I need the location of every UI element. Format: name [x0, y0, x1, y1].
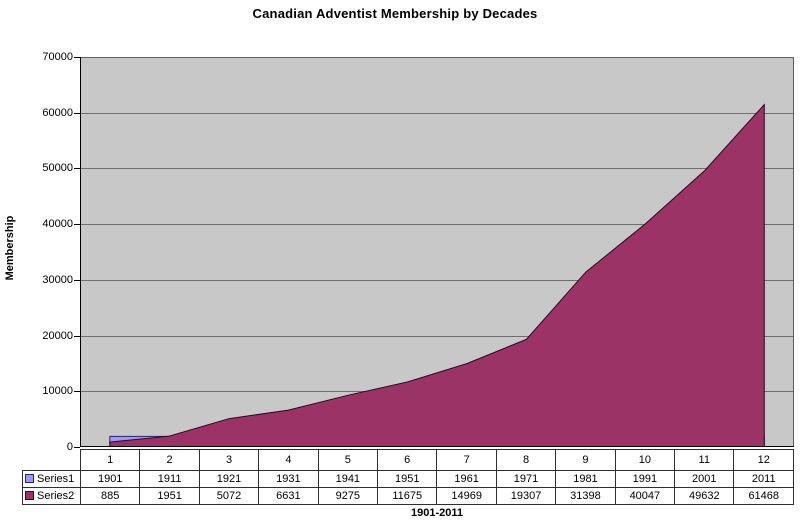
table-corner-cell: [22, 449, 81, 471]
value-cell: 31398: [555, 487, 616, 505]
value-cell: 1921: [198, 470, 260, 488]
value-cell: 1981: [555, 470, 616, 488]
value-cell: 40047: [614, 487, 676, 505]
value-cell: 1951: [139, 487, 200, 505]
category-header-cell: 9: [555, 449, 616, 471]
series-name-label: Series2: [37, 490, 75, 502]
y-tick-mark: [74, 57, 80, 58]
y-tick-mark: [74, 447, 80, 448]
y-tick-mark: [74, 113, 80, 114]
category-header-cell: 4: [258, 449, 319, 471]
y-tick-label: 30000: [42, 273, 73, 286]
y-tick-label: 50000: [42, 162, 73, 175]
value-cell: 61468: [733, 487, 794, 505]
value-cell: 14969: [436, 487, 497, 505]
category-header-cell: 5: [317, 449, 379, 471]
value-cell: 6631: [258, 487, 319, 505]
y-tick-label: 40000: [42, 218, 73, 231]
series-name-label: Series1: [37, 473, 75, 485]
table-row: Series2 885 1951 5072 6631 9275 11675 14969 1930…: [22, 487, 794, 505]
series-name-cell: Series1: [22, 470, 81, 488]
value-cell: 1971: [495, 470, 557, 488]
y-tick-label: 70000: [42, 51, 73, 63]
plot-svg: [80, 57, 794, 448]
value-cell: 1951: [377, 470, 438, 488]
category-header-cell: 2: [139, 449, 200, 471]
value-cell: 1911: [139, 470, 200, 488]
y-tick-mark: [74, 280, 80, 281]
value-cell: 1961: [436, 470, 497, 488]
y-tick-mark: [74, 391, 80, 392]
value-cell: 885: [79, 487, 141, 505]
category-header-cell: 7: [436, 449, 497, 471]
value-cell: 11675: [377, 487, 438, 505]
value-cell: 9275: [317, 487, 379, 505]
y-tick-label: 10000: [42, 385, 73, 398]
value-cell: 1901: [79, 470, 141, 488]
legend-key-icon: [25, 491, 34, 500]
y-tick-label: 0: [66, 441, 73, 453]
series-area-series2: [109, 103, 765, 448]
category-header-cell: 11: [674, 449, 735, 471]
value-cell: 1941: [317, 470, 379, 488]
legend-key-icon: [25, 474, 34, 483]
category-header-cell: 1: [79, 449, 141, 471]
table-row: Series1 1901 1911 1921 1931 1941 1951 1961 1971 1…: [22, 470, 794, 488]
x-axis-title: 1901-2011: [411, 507, 463, 519]
y-tick-label: 20000: [42, 329, 73, 342]
category-header-cell: 3: [198, 449, 260, 471]
value-cell: 2011: [733, 470, 794, 488]
y-tick-mark: [74, 336, 80, 337]
category-header-cell: 10: [614, 449, 676, 471]
value-cell: 1991: [614, 470, 676, 488]
data-table: 1 2 3 4 5 6 7 8 9 10 11 12 Series1 1901 1911 1921 1931 19…: [22, 449, 794, 505]
series-name-cell: Series2: [22, 487, 81, 505]
category-header-cell: 12: [733, 449, 794, 471]
y-tick-mark: [74, 224, 80, 225]
value-cell: 19307: [495, 487, 557, 505]
value-cell: 1931: [258, 470, 319, 488]
category-header-cell: 8: [495, 449, 557, 471]
y-tick-mark: [74, 168, 80, 169]
value-cell: 5072: [198, 487, 260, 505]
plot-area: [80, 57, 794, 448]
chart-title: Canadian Adventist Membership by Decades: [252, 6, 538, 21]
value-cell: 2001: [674, 470, 735, 488]
value-cell: 49632: [674, 487, 735, 505]
y-tick-label: 60000: [42, 106, 73, 119]
category-header-cell: 6: [377, 449, 438, 471]
